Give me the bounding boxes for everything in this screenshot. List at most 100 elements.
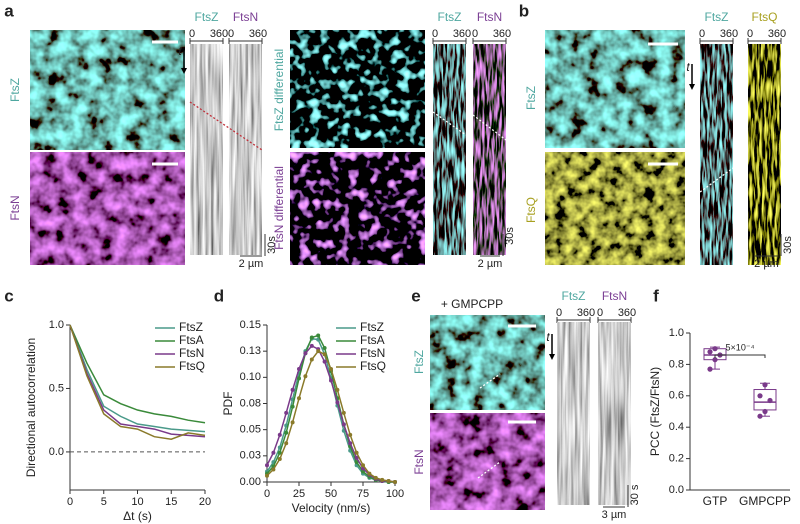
data-point bbox=[335, 400, 340, 405]
y-tick-label: 0.0 bbox=[669, 484, 684, 496]
y-tick-label: 1.0 bbox=[669, 327, 684, 339]
panel-label: f bbox=[653, 286, 659, 305]
kymograph bbox=[598, 322, 631, 505]
time-label: t bbox=[546, 330, 550, 344]
y-tick-label: 0.8 bbox=[669, 358, 684, 370]
legend-label: FtsQ bbox=[179, 359, 205, 373]
data-point bbox=[271, 450, 276, 455]
y-tick-label: 0.2 bbox=[669, 453, 684, 465]
kymograph-range: 360 bbox=[768, 28, 786, 40]
y-tick-label: 0.05 bbox=[240, 424, 261, 436]
legend-label: FtsA bbox=[360, 333, 385, 347]
track-guide bbox=[477, 461, 501, 479]
x-tick-label: 75 bbox=[357, 488, 369, 500]
arrow-head bbox=[181, 68, 187, 74]
scale-label: 30s bbox=[504, 227, 516, 245]
x-tick-label: 10 bbox=[131, 496, 143, 508]
track-guide bbox=[432, 111, 467, 136]
data-point bbox=[367, 471, 372, 476]
kymograph-title: FtsZ bbox=[195, 10, 219, 24]
scale-label: 30 s bbox=[629, 484, 641, 505]
micrograph bbox=[545, 152, 685, 265]
arrow-head bbox=[549, 354, 555, 360]
data-point bbox=[277, 450, 282, 455]
data-point bbox=[284, 430, 289, 435]
kymograph bbox=[433, 44, 466, 255]
image-label: FtsZ differential bbox=[272, 49, 286, 131]
x-axis-label: Δt (s) bbox=[123, 509, 152, 523]
data-point bbox=[316, 333, 321, 338]
kymograph-title: FtsZ bbox=[438, 10, 462, 24]
y-axis-label: PCC (FtsZ/FtsN) bbox=[648, 367, 662, 456]
data-point bbox=[767, 397, 773, 404]
data-point bbox=[290, 420, 295, 425]
kymograph-range: 0 bbox=[556, 307, 562, 319]
legend-label: FtsQ bbox=[360, 359, 386, 373]
data-point bbox=[341, 422, 346, 427]
data-point bbox=[309, 335, 314, 340]
data-point bbox=[373, 475, 378, 480]
data-point bbox=[284, 441, 289, 446]
data-point bbox=[309, 357, 314, 362]
y-tick-label: 0.4 bbox=[669, 421, 684, 433]
kymograph-range: 360 bbox=[210, 28, 228, 40]
data-point bbox=[297, 366, 301, 371]
data-point bbox=[303, 374, 308, 379]
x-tick-label: 100 bbox=[386, 488, 404, 500]
data-point bbox=[297, 396, 301, 401]
kymograph-range: 0 bbox=[747, 28, 753, 40]
panel-label: d bbox=[214, 286, 224, 305]
image-label: FtsN bbox=[412, 449, 426, 474]
data-point bbox=[316, 349, 321, 354]
data-point bbox=[309, 343, 314, 348]
data-point bbox=[762, 408, 768, 415]
legend-label: FtsA bbox=[179, 333, 204, 347]
image-label: FtsQ bbox=[524, 197, 538, 223]
legend-label: FtsN bbox=[360, 346, 385, 360]
data-point bbox=[277, 432, 282, 437]
y-tick-label: 0.13 bbox=[240, 345, 261, 357]
kymograph bbox=[700, 44, 733, 265]
data-point bbox=[757, 413, 763, 419]
x-tick-label: 0 bbox=[264, 488, 270, 500]
arrow-head bbox=[689, 84, 695, 90]
data-point bbox=[361, 469, 365, 474]
kymograph-range: 360 bbox=[453, 28, 471, 40]
panel-label: b bbox=[519, 1, 529, 20]
kymograph-range: 360 bbox=[249, 28, 267, 40]
data-point bbox=[290, 387, 295, 392]
track-guide bbox=[699, 167, 734, 193]
panel-label: a bbox=[4, 1, 14, 20]
scale-label: 2 µm bbox=[239, 258, 264, 270]
image-label: FtsN bbox=[8, 195, 22, 220]
x-tick-label: GTP bbox=[703, 494, 728, 508]
data-point bbox=[712, 357, 718, 363]
y-axis-label: Directional autocorrelation bbox=[24, 338, 38, 477]
data-point bbox=[277, 456, 282, 461]
panel-label: e bbox=[411, 286, 420, 305]
data-point bbox=[361, 463, 365, 468]
time-label: t bbox=[178, 44, 182, 58]
y-tick-label: 0.03 bbox=[240, 450, 261, 462]
kymograph-range: 0 bbox=[189, 28, 195, 40]
data-point bbox=[354, 450, 359, 455]
x-axis-label: Velocity (nm/s) bbox=[292, 501, 371, 515]
kymograph-range: 360 bbox=[720, 28, 738, 40]
differential-image bbox=[290, 152, 425, 265]
panel-label: c bbox=[4, 286, 13, 305]
series-line bbox=[69, 324, 206, 433]
image-label: FtsN differential bbox=[272, 166, 286, 250]
kymograph-range: 360 bbox=[618, 307, 636, 319]
micrograph bbox=[430, 315, 545, 410]
kymograph bbox=[748, 44, 781, 265]
kymograph-range: 360 bbox=[577, 307, 595, 319]
data-point bbox=[322, 346, 327, 351]
kymograph-range: 0 bbox=[432, 28, 438, 40]
data-point bbox=[329, 378, 333, 383]
x-tick-label: 0 bbox=[67, 496, 73, 508]
data-point bbox=[757, 393, 763, 399]
box bbox=[753, 389, 777, 411]
data-point bbox=[386, 478, 391, 483]
kymograph-title: FtsZ bbox=[705, 10, 729, 24]
